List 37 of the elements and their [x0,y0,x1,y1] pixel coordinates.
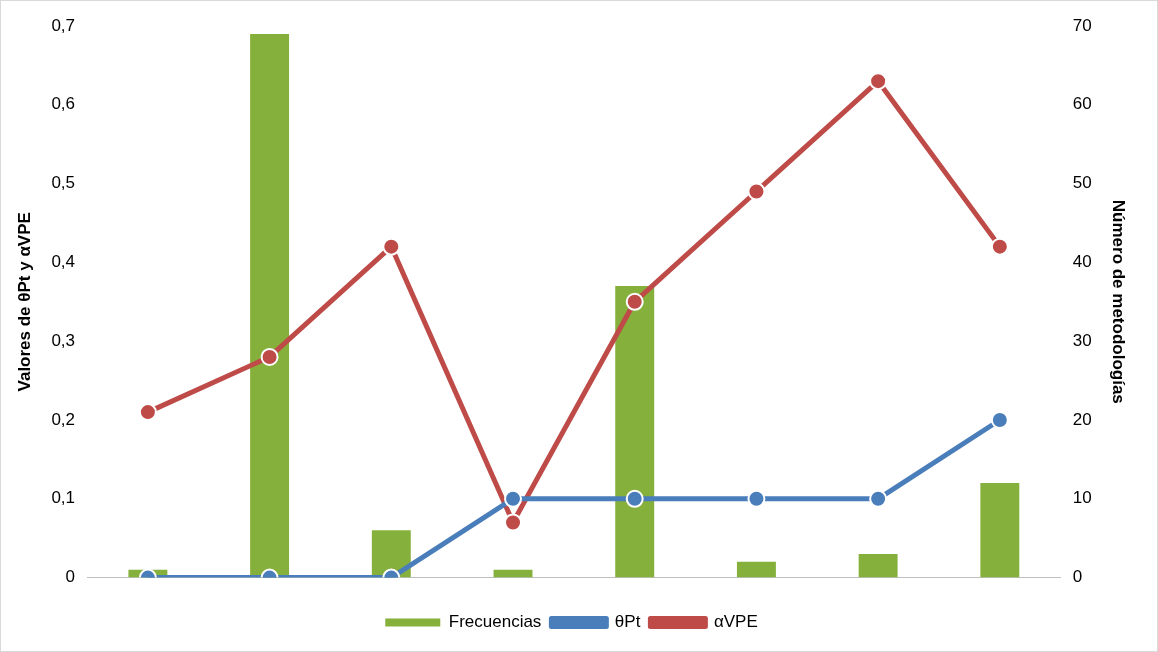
point [990,237,1009,256]
y2-tick-label: 30 [1072,330,1092,350]
point [869,489,888,508]
y2-tick-label: 60 [1072,94,1092,114]
legend-label: Frecuencias [448,612,542,632]
point [382,237,401,256]
point [747,182,766,201]
y-tick-label: 0,1 [51,488,76,508]
y-axis-title: Valores de θPt y αVPE [14,212,34,392]
point [260,347,279,366]
y2-tick-label: 20 [1072,409,1092,429]
y2-tick-label: 40 [1072,252,1092,272]
bar [250,33,290,578]
legend-label: θPt [614,612,641,632]
point [625,292,644,311]
bar [736,561,776,578]
point [625,489,644,508]
y-tick-label: 0,4 [51,252,76,272]
point [504,489,523,508]
legend-label: αVPE [713,612,758,632]
bar [615,286,655,578]
y-tick-label: 0,2 [51,409,76,429]
y2-tick-label: 10 [1072,488,1092,508]
point [747,489,766,508]
y-tick-label: 0,5 [51,173,76,193]
y-tick-label: 0,3 [51,330,76,350]
y2-tick-label: 70 [1072,15,1092,35]
point [990,411,1009,429]
y2-axis-title: Número de metodologías [1109,199,1129,404]
y-tick-label: 0 [65,567,76,587]
y-tick-label: 0,6 [51,94,76,114]
bar [858,553,898,578]
y2-tick-label: 50 [1072,173,1092,193]
y-tick-label: 0,7 [51,15,76,35]
y2-tick-label: 0 [1072,567,1083,587]
point [869,72,888,91]
bar [980,483,1020,578]
